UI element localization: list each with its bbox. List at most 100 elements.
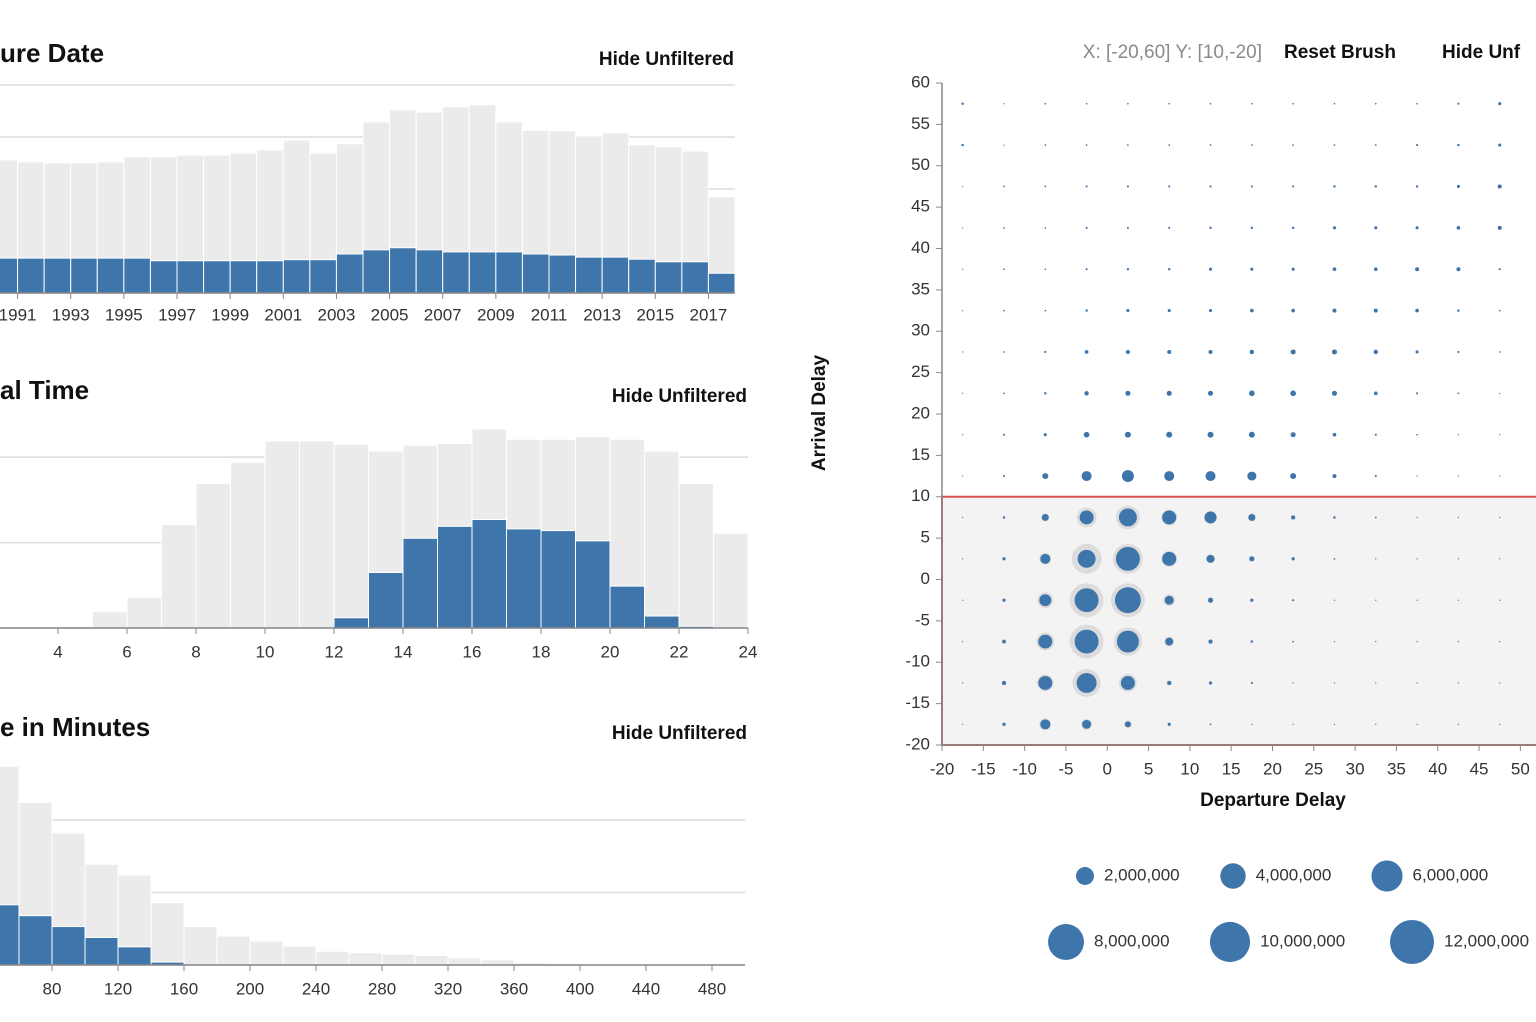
bubble: [1039, 594, 1052, 607]
bubble: [1003, 185, 1005, 188]
bubble: [1209, 681, 1213, 685]
bubble: [1374, 185, 1377, 188]
bubble: [1077, 549, 1096, 568]
filtered-bar: [176, 260, 205, 294]
x-tick-label: 24: [739, 642, 758, 661]
bubble: [1375, 723, 1377, 725]
bubble: [1290, 349, 1296, 355]
x-tick-label: 2015: [636, 305, 674, 324]
total-bar: [92, 611, 128, 629]
legend-label: 12,000,000: [1444, 931, 1529, 950]
x-tick-label: 0: [1103, 759, 1112, 778]
bubble: [1332, 432, 1337, 437]
x-tick-label: 320: [434, 979, 462, 998]
bubble: [962, 599, 964, 601]
y-tick-label: 15: [911, 445, 930, 464]
bubble: [1499, 516, 1501, 519]
bubble: [1499, 558, 1501, 560]
bubble: [1333, 723, 1336, 725]
y-axis-title: Arrival Delay: [809, 354, 830, 471]
filtered-bar: [70, 257, 98, 294]
bubble: [1083, 431, 1090, 438]
filtered-bar: [117, 946, 152, 966]
bubble: [1497, 184, 1502, 189]
bubble: [1456, 267, 1461, 272]
bubble: [1497, 225, 1502, 230]
bubble: [961, 143, 964, 147]
x-tick-label: 16: [463, 642, 482, 661]
bubble: [1003, 392, 1005, 395]
bubble: [1333, 144, 1336, 146]
bubble: [1003, 227, 1005, 229]
bubble: [1085, 185, 1088, 188]
x-tick-label: 2011: [531, 305, 568, 324]
bubble: [1002, 557, 1006, 561]
bubble: [1292, 102, 1294, 105]
y-tick-label: 20: [911, 403, 930, 422]
filtered-bar: [628, 258, 656, 294]
hide-unfiltered-button[interactable]: Hide Unfiltered: [612, 386, 747, 407]
x-tick-label: 10: [256, 642, 275, 661]
x-tick-label: 6: [122, 642, 131, 661]
bubble: [1498, 309, 1501, 312]
bubble: [1373, 308, 1378, 313]
legend-bubble: [1076, 867, 1094, 885]
bubble: [1124, 431, 1131, 438]
brush[interactable]: [941, 495, 1536, 746]
total-bar: [216, 935, 251, 966]
hide-unfiltered-button[interactable]: Hide Unf: [1442, 42, 1521, 63]
bubble: [1416, 682, 1418, 684]
bubble: [1373, 391, 1378, 396]
bubble: [1209, 102, 1212, 105]
bubble: [1457, 309, 1460, 312]
hide-unfiltered-button[interactable]: Hide Unfiltered: [612, 723, 747, 744]
x-tick-label: 10: [1180, 759, 1199, 778]
y-tick-label: -5: [915, 610, 930, 629]
bubble: [1499, 599, 1501, 601]
bubble: [1374, 226, 1378, 230]
bubble: [1165, 637, 1174, 646]
total-bar: [480, 959, 515, 966]
bubble: [1457, 392, 1460, 395]
reset-brush-button[interactable]: Reset Brush: [1284, 42, 1396, 63]
bubble: [1168, 185, 1171, 188]
bubble: [1373, 349, 1378, 355]
x-tick-label: 15: [1222, 759, 1241, 778]
filtered-bar: [0, 904, 20, 966]
filtered-bar: [548, 254, 577, 294]
x-tick-label: 1995: [105, 305, 143, 324]
x-tick-label: 2001: [264, 305, 302, 324]
bubble: [1373, 267, 1378, 271]
filtered-bar: [256, 260, 284, 294]
y-tick-label: 40: [911, 238, 930, 257]
total-bar: [126, 596, 162, 629]
bubble: [1499, 640, 1501, 643]
x-tick-label: 360: [500, 979, 528, 998]
bubble: [1003, 351, 1005, 353]
x-tick-label: 4: [53, 642, 62, 661]
bubble: [1415, 185, 1419, 188]
bubble: [1081, 471, 1092, 482]
bubble: [1250, 681, 1253, 684]
x-tick-label: 40: [1428, 759, 1447, 778]
x-tick-label: 50: [1511, 759, 1530, 778]
y-tick-label: 0: [921, 569, 930, 588]
x-tick-label: 20: [601, 642, 620, 661]
total-bar: [264, 440, 300, 629]
hide-unfiltered-button[interactable]: Hide Unfiltered: [599, 49, 734, 70]
bubble: [1209, 226, 1212, 230]
chart-title: ure Date: [0, 38, 104, 68]
filtered-bar: [402, 537, 438, 629]
bubble: [1167, 309, 1171, 313]
bubble: [1374, 144, 1377, 146]
filtered-bar: [282, 259, 311, 294]
bubble: [1038, 675, 1053, 690]
bubble: [1374, 475, 1377, 478]
bubble: [1166, 431, 1173, 438]
bubble: [1209, 185, 1212, 188]
filtered-bar: [0, 257, 19, 294]
bubble: [1249, 556, 1255, 562]
brush-extent: X: [-20,60] Y: [10,-20]: [1083, 42, 1262, 63]
total-bar: [713, 532, 749, 629]
bubble: [1333, 102, 1336, 105]
